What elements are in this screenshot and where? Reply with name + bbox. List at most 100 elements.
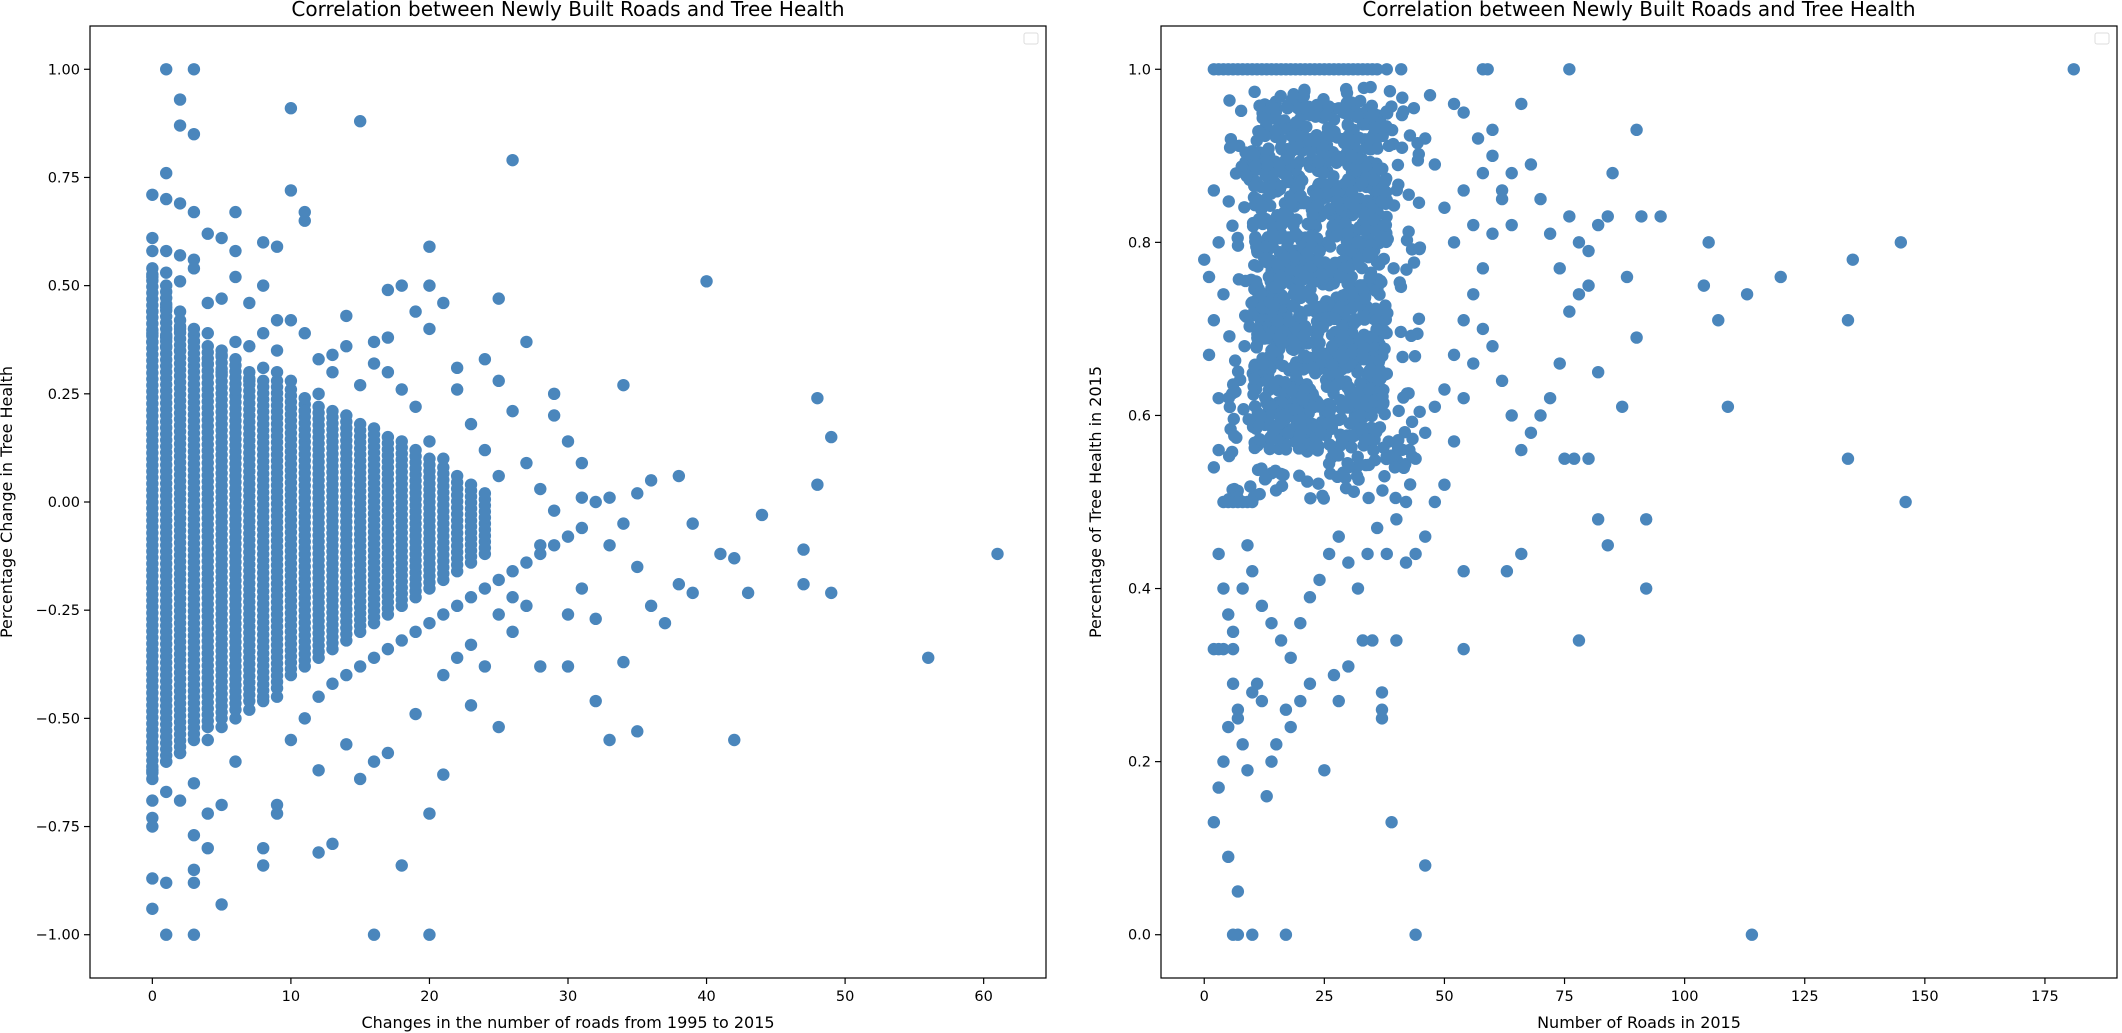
scatter-point [1457,314,1470,327]
scatter-point [1354,376,1367,390]
scatter-point [201,807,214,820]
scatter-point [1326,219,1339,233]
scatter-point [1391,158,1405,172]
scatter-point [1240,169,1253,183]
scatter-point [1345,430,1358,443]
scatter-point [1257,181,1271,194]
scatter-point [1287,335,1300,348]
scatter-point [284,102,298,115]
scatter-point [173,314,187,327]
scatter-point [1312,477,1325,490]
scatter-point [381,430,395,444]
scatter-point [1591,513,1605,526]
scatter-point [1294,694,1307,708]
scatter-point [1367,213,1380,226]
scatter-point [187,127,201,141]
scatter-point [520,456,533,470]
scatter-point [492,292,505,305]
scatter-point [492,573,505,587]
scatter-point [561,530,575,543]
scatter-point [1267,423,1281,437]
scatter-point [1400,234,1414,247]
scatter-point [1329,185,1343,198]
scatter-point [1311,321,1325,334]
scatter-point [256,279,270,292]
scatter-point [1362,491,1375,505]
scatter-point [298,712,311,725]
scatter-point [1247,388,1260,401]
scatter-point [1351,236,1364,249]
scatter-point [146,231,159,245]
y-tick-label: −0.75 [36,820,80,836]
scatter-point [811,391,824,405]
scatter-point [1317,93,1330,106]
scatter-point [1373,354,1386,367]
scatter-point [243,340,256,353]
scatter-point [1313,245,1326,258]
scatter-point [1395,63,1408,76]
scatter-point [409,707,422,721]
scatter-point [270,690,284,703]
y-tick-label: −1.00 [36,928,80,944]
y-tick-label: −0.25 [36,603,80,619]
scatter-point [1306,217,1320,230]
scatter-point [1289,116,1303,129]
scatter-point [1395,108,1409,122]
x-tick-label: 25 [1315,989,1333,1005]
scatter-point [1249,275,1263,288]
scatter-point [1630,123,1643,137]
scatter-point [409,400,422,413]
scatter-point [1297,89,1310,103]
scatter-point [686,586,699,600]
scatter-point [1582,244,1595,258]
scatter-point [1241,539,1254,552]
scatter-point [1273,272,1286,285]
scatter-point [1270,257,1284,271]
scatter-point [423,435,436,448]
y-tick-label: 0.50 [48,279,80,295]
scatter-point [1328,256,1342,270]
scatter-point [1228,429,1241,443]
scatter-point [1304,144,1317,158]
scatter-point [644,474,658,487]
scatter-point [1412,312,1426,325]
scatter-point [1357,208,1370,221]
scatter-point [1256,217,1270,231]
scatter-point [922,651,935,664]
scatter-point [1408,350,1422,363]
scatter-point [160,192,173,206]
scatter-point [1346,286,1359,299]
scatter-point [1375,686,1389,699]
scatter-point [520,335,533,349]
scatter-point [1292,442,1306,455]
scatter-point [1405,415,1419,429]
scatter-point [631,725,644,738]
scatter-point [353,115,367,128]
scatter-point [1371,142,1384,155]
scatter-point [1245,296,1258,310]
scatter-point [201,841,214,855]
x-axis-label: Number of Roads in 2015 [1537,1013,1741,1032]
scatter-point [1231,703,1245,716]
scatter-point [1476,262,1490,275]
scatter-point [1285,196,1298,210]
scatter-point [464,478,478,491]
scatter-point [1298,101,1312,114]
scatter-point [1363,132,1376,146]
scatter-point [534,539,547,552]
scatter-point [1543,391,1557,405]
scatter-point [1241,764,1254,777]
scatter-point [617,378,630,392]
scatter-point [215,798,228,812]
scatter-point [450,651,464,664]
scatter-point [187,262,201,275]
scatter-point [450,361,464,375]
scatter-point [1263,442,1276,456]
scatter-point [1413,241,1427,254]
scatter-point [256,374,270,388]
scatter-point [298,404,311,418]
y-tick-label: −0.50 [36,711,80,727]
scatter-point [1261,158,1274,172]
scatter-point [1212,547,1225,561]
scatter-point [1486,149,1499,163]
